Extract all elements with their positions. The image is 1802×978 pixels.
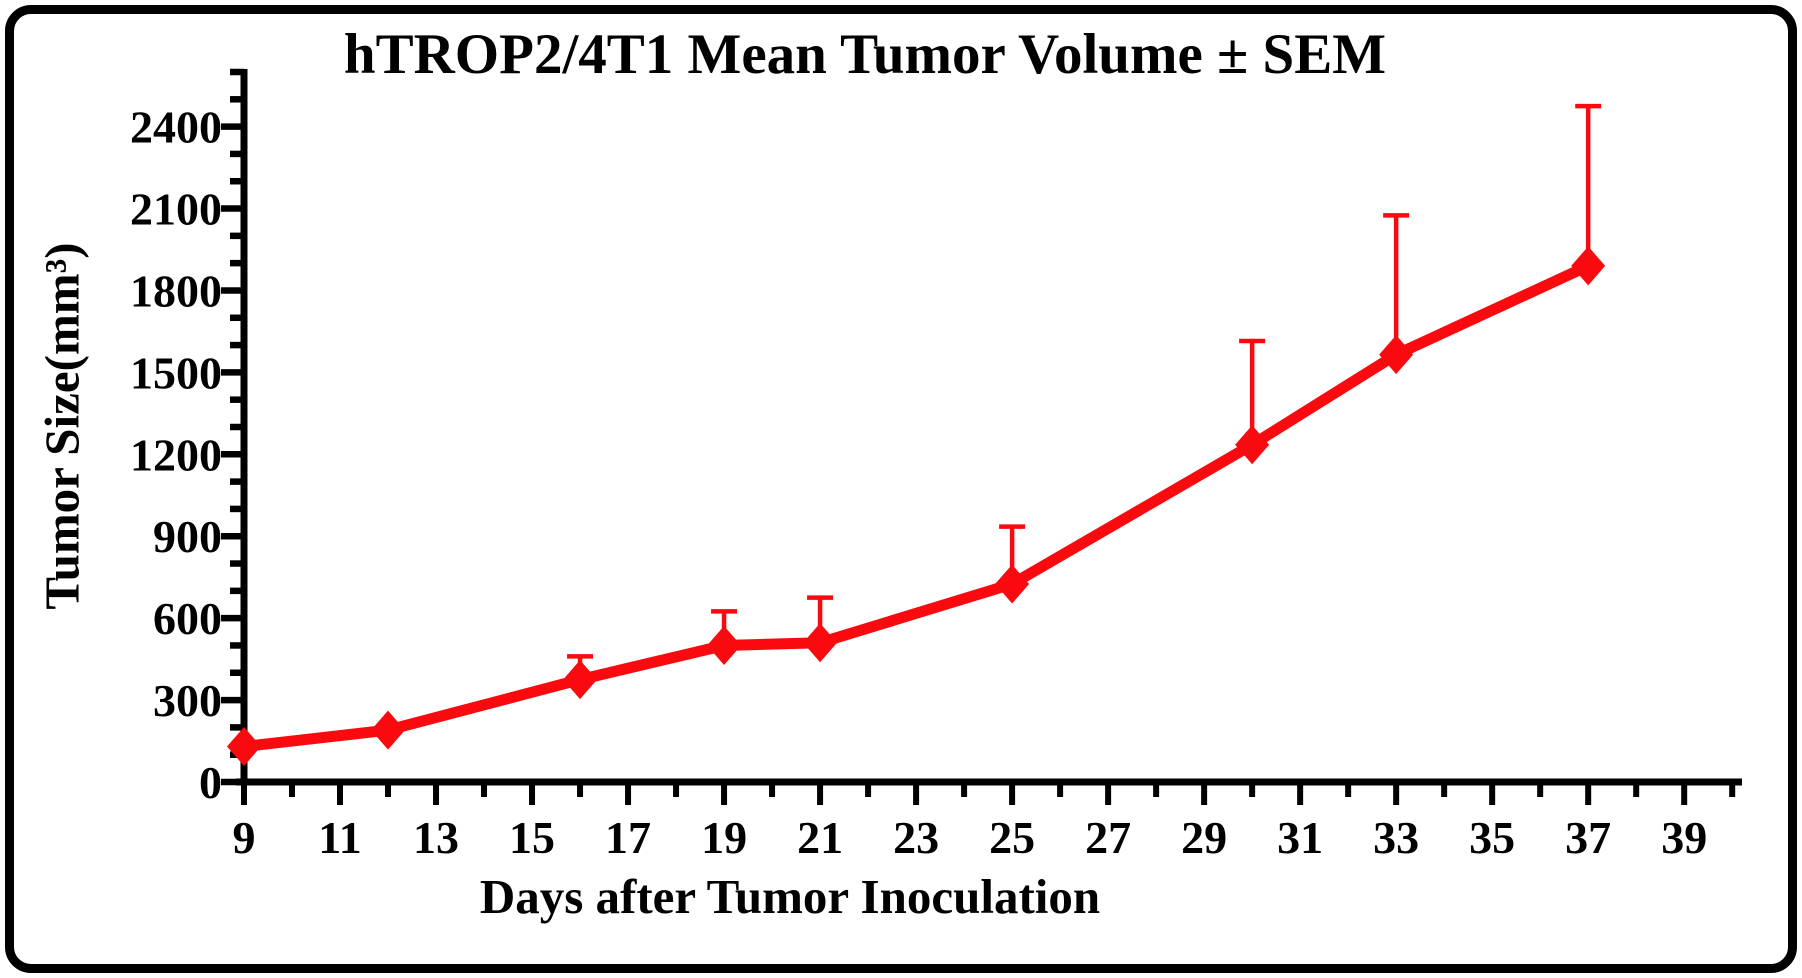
x-tick-label: 13 (413, 812, 459, 863)
x-tick-label: 31 (1277, 812, 1323, 863)
y-tick-label: 2100 (130, 184, 222, 235)
y-tick-label: 2400 (130, 102, 222, 153)
x-tick-label: 39 (1661, 812, 1707, 863)
x-tick-label: 27 (1085, 812, 1131, 863)
x-tick-label: 25 (989, 812, 1035, 863)
x-tick-label: 23 (893, 812, 939, 863)
x-tick-label: 15 (509, 812, 555, 863)
y-tick-label: 1200 (130, 429, 222, 480)
data-point-marker (803, 623, 838, 663)
series-line (238, 260, 1594, 752)
y-tick-label: 600 (153, 593, 222, 644)
x-axis-label: Days after Tumor Inoculation (479, 869, 1101, 924)
y-tick-label: 0 (199, 757, 222, 808)
data-point-marker (1571, 246, 1606, 286)
data-point-marker (563, 660, 598, 700)
data-point-marker (995, 564, 1030, 604)
x-tick-label: 17 (605, 812, 651, 863)
data-point-marker (371, 710, 406, 750)
x-tick-label: 33 (1373, 812, 1419, 863)
x-tick-label: 19 (701, 812, 747, 863)
x-tick-label: 29 (1181, 812, 1227, 863)
y-tick-label: 900 (153, 511, 222, 562)
y-tick-label: 1800 (130, 265, 222, 316)
chart-title: hTROP2/4T1 Mean Tumor Volume ± SEM (343, 23, 1387, 86)
y-tick-label: 300 (153, 675, 222, 726)
x-tick-label: 21 (797, 812, 843, 863)
x-tick-label: 9 (233, 812, 256, 863)
data-point-marker (227, 727, 261, 766)
y-tick-label: 1500 (130, 347, 222, 398)
y-axis-label: Tumor Size(mm³) (34, 242, 90, 610)
data-point-marker (1235, 425, 1270, 465)
data-point-marker (1379, 335, 1414, 375)
x-tick-label: 37 (1565, 812, 1611, 863)
x-tick-label: 11 (318, 812, 361, 863)
x-tick-label: 35 (1469, 812, 1515, 863)
data-point-marker (707, 625, 742, 665)
